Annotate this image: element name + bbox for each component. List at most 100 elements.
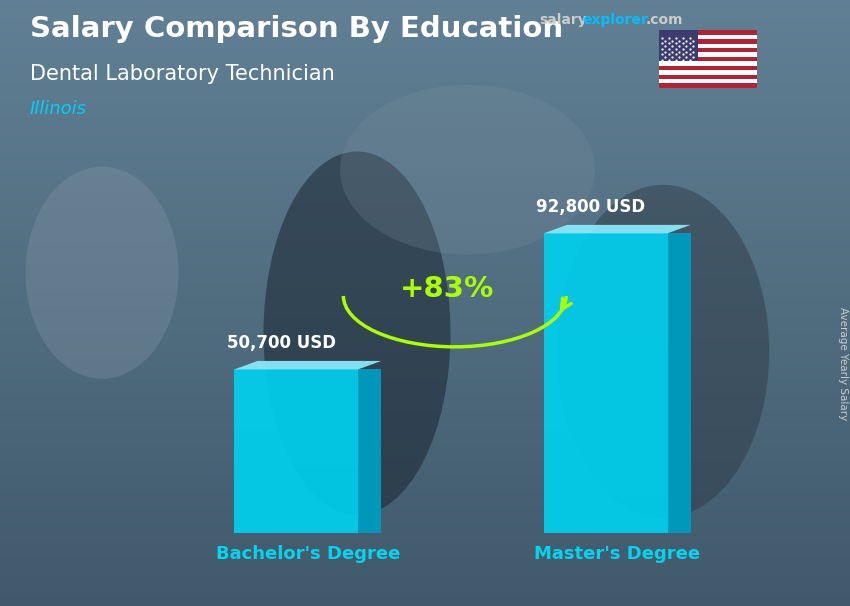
- Bar: [0, 209, 850, 212]
- Text: explorer: explorer: [582, 13, 648, 27]
- Ellipse shape: [264, 152, 450, 515]
- Bar: [0, 579, 850, 582]
- Bar: [0, 403, 850, 406]
- Bar: [0, 476, 850, 479]
- Bar: [0, 88, 850, 91]
- Bar: [0, 470, 850, 473]
- Bar: [659, 70, 756, 75]
- Text: Average Yearly Salary: Average Yearly Salary: [838, 307, 848, 420]
- Bar: [0, 342, 850, 345]
- Bar: [0, 394, 850, 397]
- Bar: [0, 215, 850, 218]
- Bar: [0, 48, 850, 52]
- Bar: [0, 409, 850, 412]
- Bar: [0, 570, 850, 573]
- Bar: [0, 115, 850, 118]
- Bar: [0, 364, 850, 367]
- Bar: [0, 291, 850, 294]
- Bar: [0, 506, 850, 509]
- Bar: [0, 558, 850, 561]
- Bar: [659, 30, 756, 35]
- Bar: [0, 500, 850, 503]
- Bar: [0, 473, 850, 476]
- Bar: [0, 30, 850, 33]
- Text: Dental Laboratory Technician: Dental Laboratory Technician: [30, 64, 335, 84]
- Bar: [0, 64, 850, 67]
- Bar: [0, 494, 850, 497]
- Bar: [0, 70, 850, 73]
- Bar: [0, 58, 850, 61]
- Bar: [0, 582, 850, 585]
- Bar: [0, 139, 850, 142]
- Bar: [0, 330, 850, 333]
- Bar: [0, 454, 850, 458]
- Bar: [659, 57, 756, 61]
- Bar: [0, 264, 850, 267]
- Bar: [0, 400, 850, 403]
- Bar: [0, 391, 850, 394]
- Bar: [659, 84, 756, 88]
- Bar: [0, 597, 850, 600]
- Bar: [0, 91, 850, 94]
- Bar: [0, 591, 850, 594]
- Bar: [0, 427, 850, 430]
- Bar: [0, 258, 850, 261]
- Bar: [0, 127, 850, 130]
- Bar: [0, 412, 850, 415]
- Bar: [659, 75, 756, 79]
- Bar: [0, 106, 850, 109]
- Bar: [0, 239, 850, 242]
- Bar: [0, 12, 850, 15]
- Bar: [0, 397, 850, 400]
- Bar: [659, 35, 756, 39]
- Bar: [0, 206, 850, 209]
- Bar: [0, 585, 850, 588]
- Bar: [0, 55, 850, 58]
- Bar: [0, 236, 850, 239]
- Bar: [0, 573, 850, 576]
- Bar: [0, 424, 850, 427]
- Bar: [0, 158, 850, 161]
- Bar: [0, 6, 850, 9]
- Bar: [0, 385, 850, 388]
- Bar: [0, 273, 850, 276]
- Bar: [0, 576, 850, 579]
- Text: Illinois: Illinois: [30, 100, 87, 118]
- Bar: [0, 61, 850, 64]
- Bar: [0, 242, 850, 245]
- Bar: [0, 333, 850, 336]
- Bar: [0, 18, 850, 21]
- Bar: [0, 85, 850, 88]
- Bar: [0, 82, 850, 85]
- Bar: [0, 303, 850, 306]
- Bar: [0, 297, 850, 300]
- Bar: [0, 164, 850, 167]
- Bar: [0, 482, 850, 485]
- Bar: [0, 327, 850, 330]
- Bar: [0, 345, 850, 348]
- Polygon shape: [667, 233, 691, 533]
- Bar: [0, 221, 850, 224]
- Bar: [0, 491, 850, 494]
- Bar: [0, 421, 850, 424]
- Bar: [0, 312, 850, 315]
- Bar: [0, 173, 850, 176]
- Bar: [0, 497, 850, 500]
- Bar: [659, 53, 756, 57]
- Bar: [659, 61, 756, 65]
- Bar: [0, 279, 850, 282]
- Bar: [0, 551, 850, 554]
- Bar: [0, 255, 850, 258]
- Bar: [0, 518, 850, 521]
- Bar: [0, 276, 850, 279]
- Text: 92,800 USD: 92,800 USD: [536, 198, 645, 216]
- Bar: [0, 52, 850, 55]
- Bar: [0, 42, 850, 45]
- Bar: [0, 197, 850, 200]
- Bar: [0, 200, 850, 203]
- Text: salary: salary: [540, 13, 587, 27]
- Bar: [0, 348, 850, 351]
- Bar: [0, 536, 850, 539]
- Bar: [0, 251, 850, 255]
- Bar: [0, 142, 850, 145]
